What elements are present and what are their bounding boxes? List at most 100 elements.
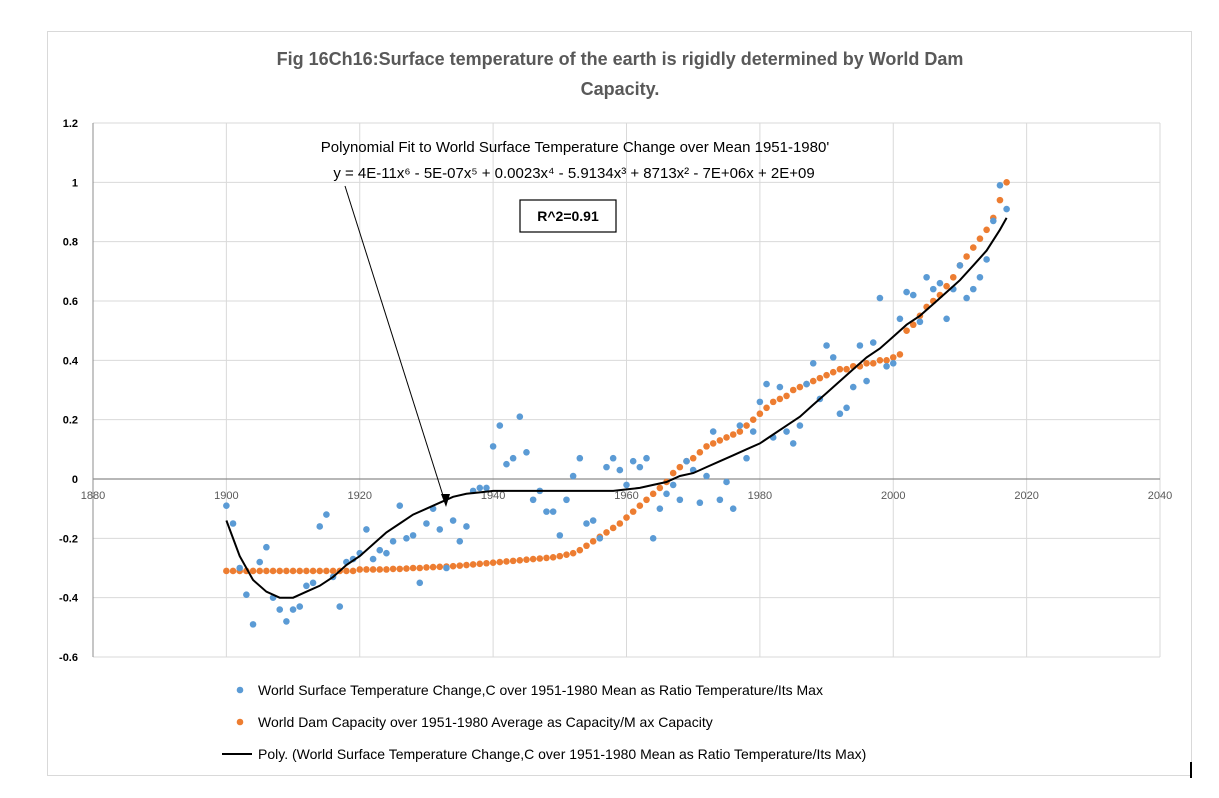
temperature-point — [603, 463, 610, 471]
dam-capacity-point — [983, 226, 990, 234]
temperature-point — [843, 404, 850, 412]
temperature-point — [249, 621, 257, 628]
legend-marker-temperature — [236, 686, 244, 694]
temperature-point — [563, 496, 570, 504]
temperature-point — [336, 603, 344, 610]
dam-capacity-point — [809, 377, 817, 385]
dam-capacity-point — [416, 564, 424, 572]
dam-capacity-point — [756, 410, 764, 418]
temperature-point — [449, 517, 457, 524]
temperature-point — [369, 555, 377, 563]
dam-capacity-point — [489, 559, 497, 566]
dam-capacity-point — [943, 282, 950, 290]
grid-lines — [92, 122, 1161, 658]
dam-capacity-point — [516, 556, 524, 564]
temperature-point — [569, 472, 577, 480]
temperature-point — [389, 538, 397, 545]
dam-capacity-point — [376, 566, 384, 573]
polynomial-trendline — [225, 217, 1008, 599]
y-tick-labels: -0.6 -0.4 -0.2 0 0.2 0.4 0.6 0.8 1 1.2 — [59, 118, 79, 664]
dam-capacity-point — [509, 557, 517, 565]
y-tick-label: -0.2 — [59, 533, 78, 545]
temperature-point — [423, 520, 430, 527]
dam-capacity-point — [603, 529, 610, 536]
temperature-point — [903, 288, 910, 296]
dam-capacity-point — [969, 244, 977, 251]
dam-capacity-point — [223, 567, 230, 575]
dam-capacity-point — [436, 563, 444, 571]
dam-capacity-point — [256, 567, 264, 575]
dam-capacity-point — [643, 496, 650, 504]
temperature-point — [516, 413, 524, 421]
x-tick-label: 1940 — [481, 490, 505, 502]
dam-capacity-point — [863, 360, 870, 367]
temperature-point — [803, 380, 810, 388]
temperature-point — [529, 496, 537, 504]
dam-capacity-point — [769, 398, 777, 406]
dam-capacity-point — [469, 561, 477, 568]
dam-capacity-point — [483, 559, 490, 567]
dam-capacity-point — [543, 554, 550, 562]
dam-capacity-point — [343, 567, 350, 575]
temperature-point — [316, 523, 324, 530]
dam-capacity-point — [783, 392, 790, 400]
dam-capacity-point — [356, 566, 364, 573]
temperature-point — [836, 410, 844, 418]
temperature-point — [849, 383, 857, 391]
dam-capacity-point — [369, 566, 377, 573]
dam-capacity-point — [563, 551, 570, 558]
dam-capacity-point — [309, 567, 317, 575]
temperature-point — [823, 342, 830, 349]
dam-capacity-point — [789, 386, 797, 394]
temperature-point — [256, 558, 264, 566]
temperature-point — [443, 564, 450, 572]
dam-capacity-point — [816, 374, 824, 382]
temperature-point — [236, 564, 244, 572]
dam-capacity-point — [703, 443, 710, 450]
chart-title-line2: Capacity. — [581, 79, 660, 99]
temperature-point — [763, 380, 770, 388]
legend-marker-dam-capacity — [236, 718, 244, 726]
dam-capacity-point — [463, 561, 470, 569]
temperature-point — [709, 428, 717, 435]
temperature-point — [589, 517, 597, 524]
temperature-point — [303, 582, 310, 590]
dam-capacity-point — [869, 360, 877, 367]
dam-capacity-point — [1003, 179, 1010, 186]
dam-capacity-point — [589, 538, 597, 545]
temperature-point — [383, 549, 390, 557]
temperature-point — [729, 505, 737, 512]
x-tick-label: 1960 — [614, 490, 638, 502]
temperature-point — [636, 463, 644, 471]
dam-capacity-point — [749, 416, 757, 423]
dam-capacity-point — [736, 428, 744, 435]
dam-capacity-point — [403, 565, 410, 572]
temperature-point — [436, 526, 444, 533]
dam-capacity-point — [289, 567, 297, 575]
temperature-point — [723, 478, 730, 486]
temperature-point — [556, 532, 564, 539]
dam-capacity-point — [556, 552, 564, 560]
dam-capacity-point — [583, 542, 590, 550]
temperature-point — [983, 256, 990, 263]
dam-capacity-point — [909, 321, 917, 329]
dam-capacity-point — [796, 383, 804, 391]
dam-capacity-point — [383, 566, 390, 573]
dam-capacity-point — [503, 558, 510, 565]
dam-capacity-point — [656, 484, 664, 492]
dam-capacity-point — [396, 565, 404, 573]
temperature-point — [489, 443, 497, 450]
dam-capacity-point — [263, 567, 270, 575]
y-tick-label: 0 — [72, 474, 78, 486]
temperature-point — [756, 398, 764, 406]
dam-capacity-point — [549, 554, 557, 561]
temperature-point — [716, 496, 724, 504]
temperature-point — [676, 496, 684, 504]
temperature-point — [743, 454, 750, 462]
temperature-point — [496, 422, 504, 429]
x-tick-label: 1980 — [748, 490, 772, 502]
temperature-point — [229, 520, 237, 527]
temperature-point — [483, 484, 490, 492]
dam-capacity-point — [249, 567, 257, 575]
